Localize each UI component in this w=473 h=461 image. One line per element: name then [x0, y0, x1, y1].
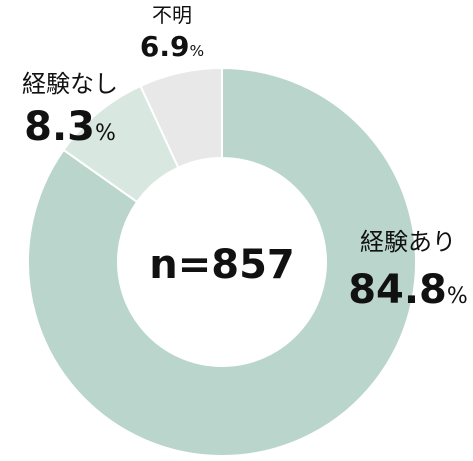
category-label: 経験あり [360, 228, 456, 256]
value-unit: % [447, 284, 468, 309]
category-label: 不明 [152, 3, 192, 27]
value-label: 6.9% [140, 30, 204, 63]
value-label: 8.3% [24, 104, 116, 150]
value-unit: % [189, 42, 204, 60]
value-label: 84.8% [348, 267, 468, 313]
value-number: 6.9 [140, 30, 190, 63]
category-label: 経験なし [22, 70, 118, 98]
value-unit: % [95, 121, 116, 146]
donut-segment [27, 66, 417, 457]
donut-segment [139, 66, 223, 169]
center-label: n=857 [149, 242, 295, 288]
value-number: 84.8 [348, 267, 447, 313]
value-number: 8.3 [24, 104, 95, 150]
